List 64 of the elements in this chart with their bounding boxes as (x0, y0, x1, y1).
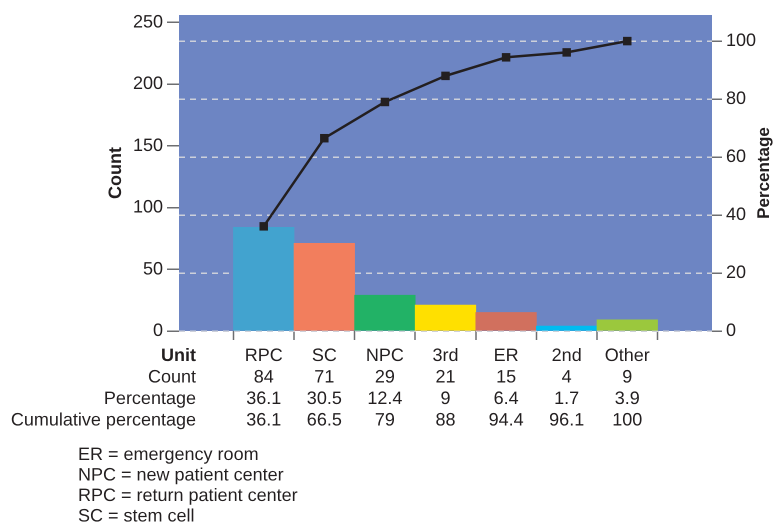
text: Count (148, 366, 196, 386)
y-tick-label: 100 (132, 196, 163, 217)
point (320, 134, 329, 142)
point (502, 53, 510, 62)
text: 12.4 (367, 388, 402, 408)
data-label: 71 (314, 366, 334, 386)
bar (414, 304, 476, 331)
point (562, 48, 571, 57)
data-label: 9 (622, 366, 632, 386)
data-label: 100 (612, 409, 642, 430)
data-label: 4 (562, 366, 572, 386)
text: 3.9 (614, 388, 640, 408)
x-tick-label: Other (604, 344, 650, 365)
data-label: 29 (374, 366, 395, 386)
point (259, 222, 268, 231)
text: 36.1 (246, 388, 282, 408)
y-axis-title: Count (105, 147, 125, 199)
point (441, 72, 450, 80)
text: NPC = new patient center (78, 464, 284, 484)
y2-tick-label: 20 (726, 262, 746, 282)
data-label: 66.5 (306, 409, 342, 430)
y2-tick-label: 40 (726, 204, 746, 224)
y2-tick-label: 60 (726, 146, 746, 166)
point (623, 36, 632, 46)
bar (536, 326, 598, 331)
text: 9 (440, 388, 451, 408)
point (380, 98, 390, 106)
bar (233, 226, 294, 331)
text: ER = emergency room (78, 444, 259, 464)
x-tick-label: RPC (244, 344, 283, 365)
y-tick-label: 50 (142, 258, 163, 278)
bar (475, 312, 537, 331)
y-tick-label: 200 (132, 73, 163, 94)
y-tick-label: 250 (132, 11, 163, 32)
data-label: 79 (374, 409, 395, 430)
x-tick-label: 3rd (432, 344, 459, 365)
bar (294, 243, 355, 331)
text: 6.4 (494, 388, 519, 408)
y2-tick-label: 100 (726, 30, 756, 50)
y-tick-label: 0 (152, 320, 163, 340)
data-label: 84 (254, 366, 274, 386)
data-label: 88 (435, 409, 456, 430)
x-tick-label: SC (312, 344, 337, 365)
x-tick-label: ER (494, 344, 519, 365)
text: Cumulative percentage (10, 409, 196, 430)
text: RPC = return patient center (78, 484, 298, 505)
data-label: 21 (435, 366, 456, 386)
text: 30.5 (306, 388, 342, 408)
y-tick-label: 150 (132, 134, 163, 155)
x-axis-title: Unit (161, 344, 196, 365)
x-tick-label: 2nd (552, 344, 582, 365)
data-label: 15 (496, 366, 516, 386)
data-label: 94.4 (488, 409, 524, 430)
x-tick-label: NPC (366, 344, 404, 365)
y2-tick-label: 0 (726, 320, 736, 340)
text: 1.7 (554, 388, 580, 408)
data-label: 36.1 (246, 409, 282, 430)
y2-axis-title: Percentage (754, 127, 773, 219)
bar (596, 320, 658, 331)
text: SC = stem cell (78, 505, 195, 526)
bar (354, 294, 416, 331)
text: Percentage (104, 388, 196, 408)
data-label: 96.1 (549, 409, 584, 430)
y2-tick-label: 80 (726, 88, 746, 108)
